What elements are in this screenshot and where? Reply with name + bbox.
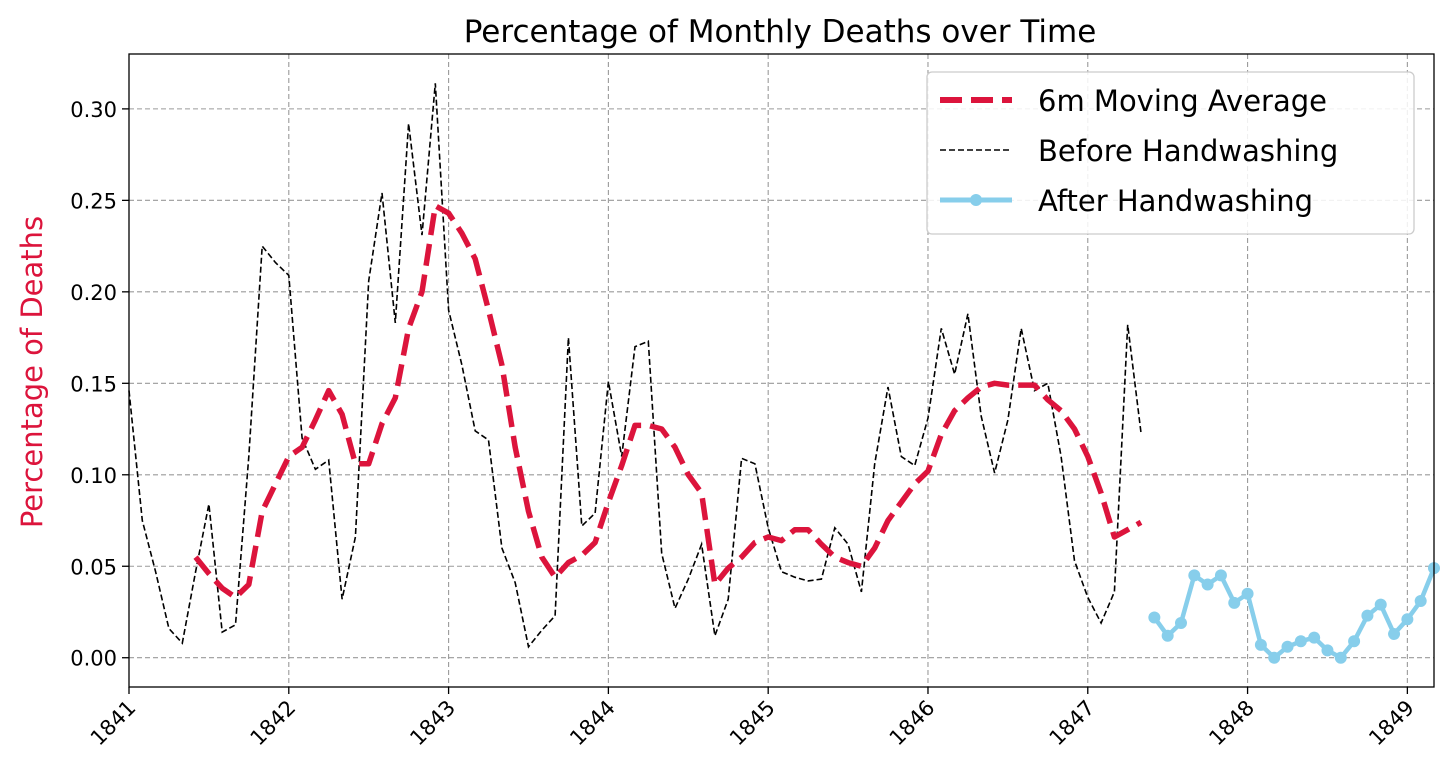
- x-tick-label: 1841: [86, 696, 141, 751]
- after-handwashing-point: [1268, 651, 1281, 664]
- series-line-solid-markers: [1152, 567, 1437, 660]
- x-tick-label: 1845: [725, 696, 780, 751]
- legend-label-after: After Handwashing: [1038, 184, 1313, 218]
- after-handwashing-point: [1321, 644, 1334, 657]
- after-handwashing-point: [1388, 627, 1401, 640]
- y-tick-label: 0.25: [70, 189, 117, 213]
- legend-label-moving-average: 6m Moving Average: [1038, 84, 1327, 118]
- x-tick-label: 1844: [565, 696, 620, 751]
- chart-title: Percentage of Monthly Deaths over Time: [464, 14, 1097, 50]
- series: [128, 83, 1440, 664]
- y-tick-label: 0.15: [70, 372, 117, 396]
- x-tick-label: 1848: [1204, 696, 1259, 751]
- after-handwashing-point: [1148, 611, 1161, 624]
- after-handwashing-point: [1254, 638, 1267, 651]
- after-handwashing-point: [1334, 651, 1347, 664]
- plot-frame: [128, 53, 1435, 688]
- x-tick-label: 1847: [1045, 696, 1100, 751]
- after-handwashing-point: [1201, 578, 1214, 591]
- after-handwashing-point: [1214, 569, 1227, 582]
- after-handwashing-point: [1241, 587, 1254, 600]
- y-tick-label: 0.05: [70, 555, 117, 579]
- x-tick-label: 1843: [405, 696, 460, 751]
- after-handwashing-point: [1228, 596, 1241, 609]
- y-tick-label: 0.20: [70, 281, 117, 305]
- series-line-thick-dashed: [193, 203, 1143, 601]
- after-handwashing-point: [1361, 609, 1374, 622]
- after-handwashing-point: [1348, 635, 1361, 648]
- x-tick-label: 1842: [246, 696, 301, 751]
- y-tick-label: 0.30: [70, 98, 117, 122]
- legend-label-before: Before Handwashing: [1038, 134, 1338, 168]
- after-handwashing-point: [1308, 631, 1321, 644]
- grid: [129, 54, 1434, 687]
- x-tick-label: 1849: [1364, 696, 1419, 751]
- after-handwashing-point: [1401, 613, 1414, 626]
- after-handwashing-point: [1414, 595, 1427, 608]
- after-handwashing-point: [1161, 629, 1174, 642]
- after-handwashing-point: [1374, 598, 1387, 611]
- legend-box: [926, 71, 1415, 235]
- after-handwashing-point: [1281, 640, 1294, 653]
- legend-swatch-after-marker: [970, 194, 982, 206]
- legend: 6m Moving Average Before Handwashing Aft…: [926, 71, 1415, 235]
- y-axis-label: Percentage of Deaths: [15, 216, 49, 528]
- x-tick-label: 1846: [885, 696, 940, 751]
- y-tick-label: 0.10: [70, 464, 117, 488]
- series-line-thin-dashed: [128, 83, 1142, 649]
- y-tick-label: 0.00: [70, 647, 117, 671]
- after-handwashing-point: [1188, 569, 1201, 582]
- after-handwashing-point: [1174, 616, 1187, 629]
- after-handwashing-point: [1294, 635, 1307, 648]
